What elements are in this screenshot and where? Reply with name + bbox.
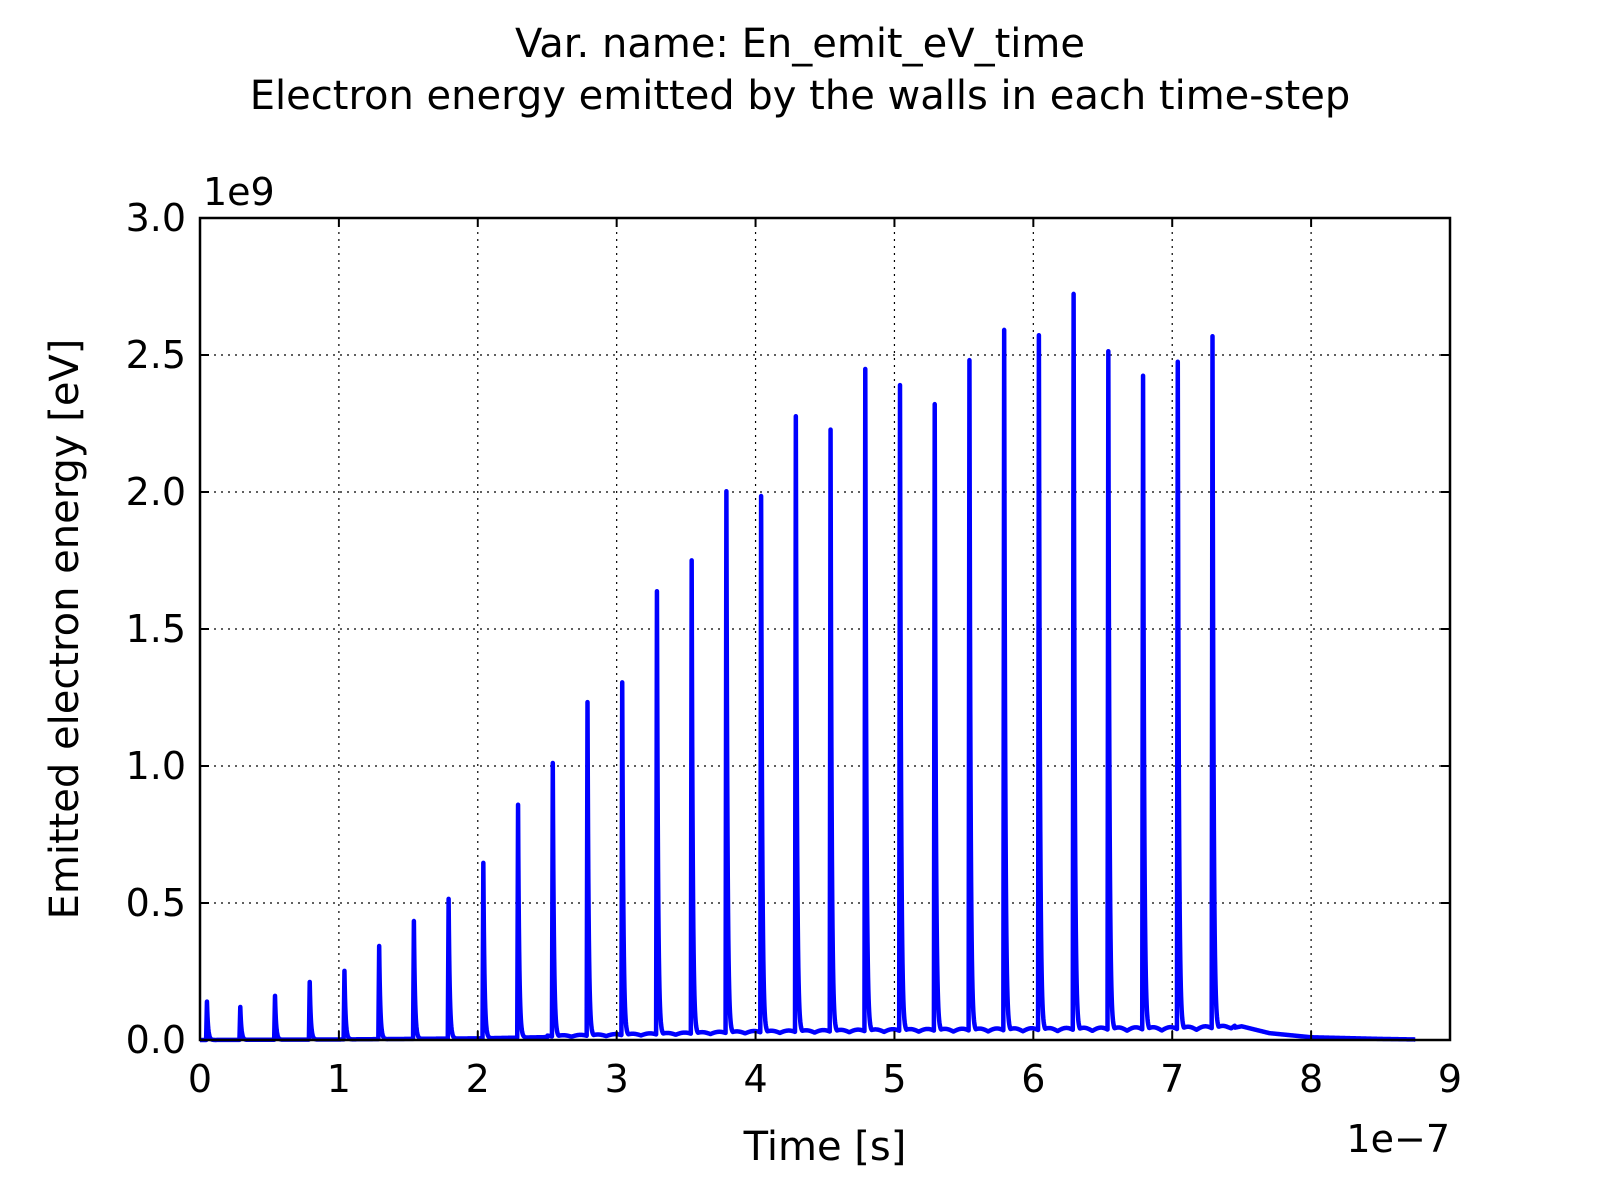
chart-title: Var. name: En_emit_eV_time: [515, 21, 1085, 67]
x-multiplier: 1e−7: [1346, 1117, 1450, 1161]
x-tick-label: 1: [327, 1057, 351, 1101]
y-axis: 0.0 0.5 1.0 1.5 2.0 2.5 3.0: [126, 196, 1450, 1062]
energy-series-line: [198, 291, 1418, 1043]
series-layer: [198, 291, 1418, 1043]
y-tick-label: 2.5: [126, 333, 186, 377]
x-tick-label: 3: [605, 1057, 629, 1101]
x-tick-label: 9: [1438, 1057, 1462, 1101]
x-tick-label: 5: [882, 1057, 906, 1101]
y-tick-label: 1.5: [126, 607, 186, 651]
y-multiplier: 1e9: [203, 170, 275, 214]
grid-lines: [200, 218, 1450, 1040]
y-axis-label: Emitted electron energy [eV]: [42, 339, 88, 920]
x-tick-label: 7: [1160, 1057, 1184, 1101]
y-tick-label: 0.5: [126, 881, 186, 925]
x-tick-label: 0: [188, 1057, 212, 1101]
x-tick-label: 2: [466, 1057, 490, 1101]
y-tick-label: 1.0: [126, 744, 186, 788]
x-tick-label: 4: [743, 1057, 767, 1101]
x-tick-label: 8: [1299, 1057, 1323, 1101]
y-tick-label: 3.0: [126, 196, 186, 240]
y-tick-label: 2.0: [126, 470, 186, 514]
x-tick-label: 6: [1021, 1057, 1045, 1101]
y-tick-label: 0.0: [126, 1018, 186, 1062]
x-axis: 0 1 2 3 4 5 6 7 8 9: [188, 218, 1462, 1101]
chart-subtitle: Electron energy emitted by the walls in …: [249, 73, 1351, 119]
x-axis-label: Time [s]: [743, 1124, 907, 1170]
